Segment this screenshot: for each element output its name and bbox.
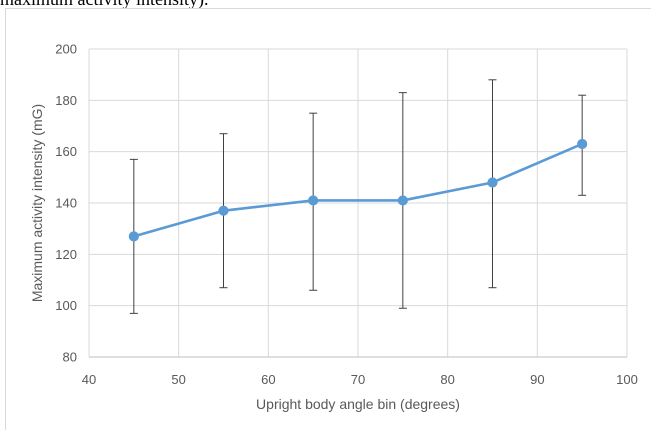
gridlines: [89, 48, 628, 357]
y-tick-label: 140: [55, 196, 77, 211]
x-tick-label: 50: [171, 372, 185, 387]
x-tick-label: 80: [440, 372, 454, 387]
y-tick-label: 180: [55, 93, 77, 108]
x-tick-label: 100: [616, 372, 638, 387]
y-tick-label: 80: [63, 350, 77, 365]
data-point: [308, 195, 319, 206]
y-axis-title: Maximum activity intensity (mG): [29, 104, 45, 302]
y-tick-label: 200: [55, 42, 77, 57]
data-points: [128, 138, 588, 242]
data-point: [128, 231, 139, 242]
y-tick-label: 100: [55, 298, 77, 313]
data-point: [487, 177, 498, 188]
x-tick-label: 40: [82, 372, 96, 387]
caption-text: maximum activity intensity).: [0, 0, 651, 9]
x-axis-title: Upright body angle bin (degrees): [256, 396, 460, 412]
tick-labels: 80 100 120 140 160 180 200 40 50 60 70 80 90 100: [55, 42, 638, 388]
data-point: [218, 205, 229, 216]
data-point: [577, 138, 588, 150]
data-point: [397, 195, 408, 206]
series-line: [132, 142, 584, 238]
axes: [88, 49, 627, 358]
series-line-layer: [132, 142, 584, 238]
x-tick-label: 60: [261, 372, 275, 387]
y-tick-label: 120: [55, 247, 77, 262]
chart-frame: [5, 8, 651, 430]
x-tick-label: 70: [351, 372, 365, 387]
y-tick-label: 160: [55, 144, 77, 159]
x-tick-label: 90: [530, 372, 544, 387]
